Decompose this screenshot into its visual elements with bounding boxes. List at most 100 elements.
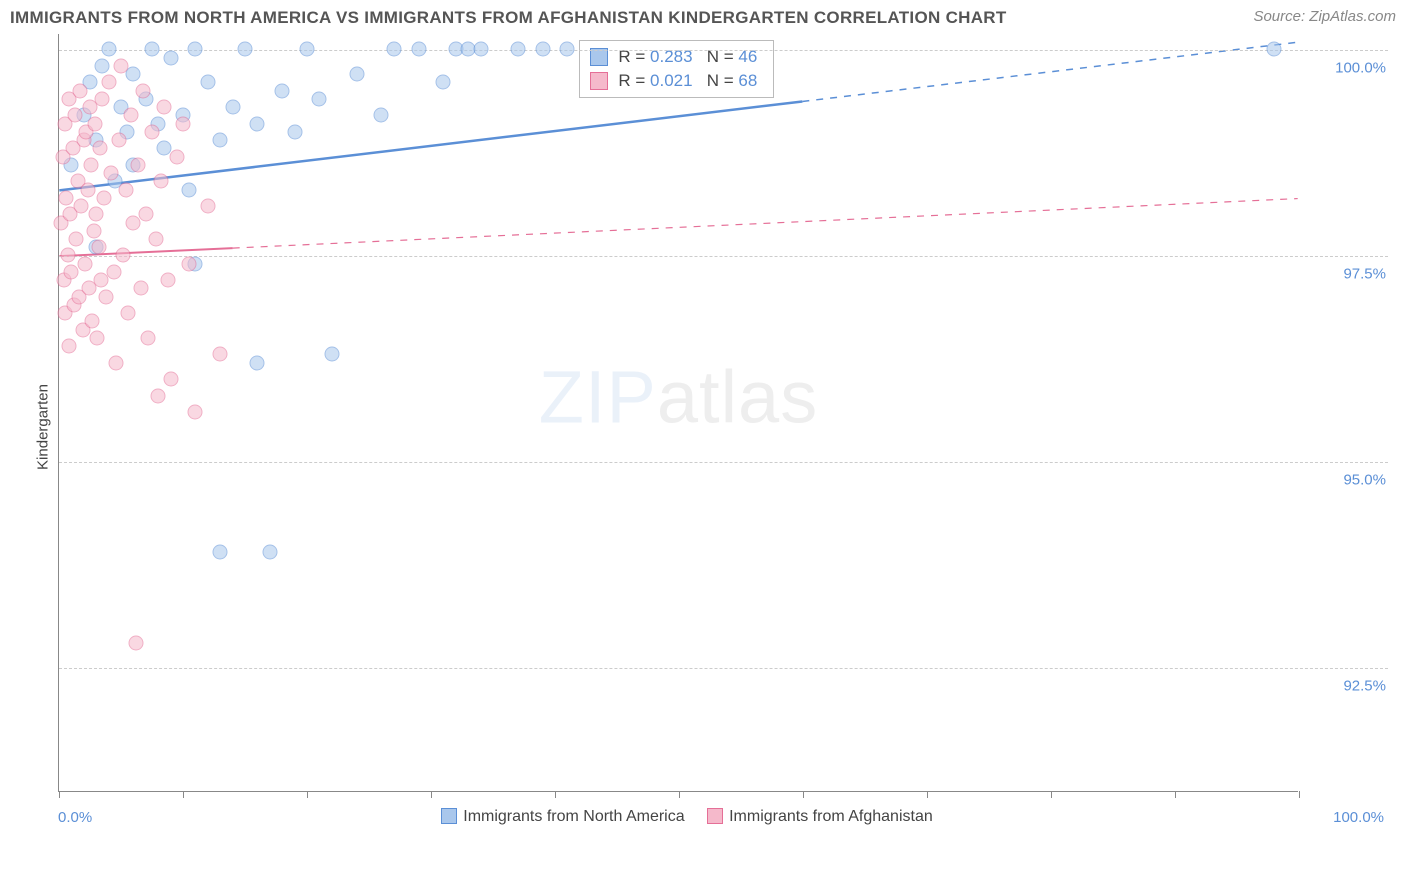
x-axis-max-label: 100.0% xyxy=(1333,809,1384,826)
n-value-2: 68 xyxy=(738,71,757,90)
x-tick-mark xyxy=(59,791,60,798)
data-point-afghanistan xyxy=(87,116,102,131)
legend-label-2: Immigrants from Afghanistan xyxy=(729,808,933,825)
data-point-north-america xyxy=(262,545,277,560)
scatter-plot-area: ZIPatlas R = 0.283 N = 46 R = 0.021 N = … xyxy=(58,34,1298,792)
data-point-north-america xyxy=(95,58,110,73)
data-point-afghanistan xyxy=(90,330,105,345)
data-point-afghanistan xyxy=(200,199,215,214)
data-point-north-america xyxy=(188,42,203,57)
data-point-afghanistan xyxy=(123,108,138,123)
plot-container: Kindergarten ZIPatlas R = 0.283 N = 46 R… xyxy=(10,32,1396,822)
data-point-north-america xyxy=(287,124,302,139)
data-point-afghanistan xyxy=(73,83,88,98)
data-point-north-america xyxy=(275,83,290,98)
data-point-north-america xyxy=(250,116,265,131)
y-tick-label: 95.0% xyxy=(1306,472,1386,489)
data-point-north-america xyxy=(225,100,240,115)
trend-line-solid-afghanistan xyxy=(59,248,232,256)
source-attribution: Source: ZipAtlas.com xyxy=(1253,8,1396,25)
grid-line xyxy=(59,668,1388,669)
data-point-afghanistan xyxy=(138,207,153,222)
legend-label-1: Immigrants from North America xyxy=(463,808,684,825)
data-point-afghanistan xyxy=(64,264,79,279)
data-point-afghanistan xyxy=(148,231,163,246)
data-point-afghanistan xyxy=(116,248,131,263)
data-point-afghanistan xyxy=(85,314,100,329)
data-point-north-america xyxy=(374,108,389,123)
x-tick-mark xyxy=(183,791,184,798)
data-point-north-america xyxy=(312,91,327,106)
data-point-afghanistan xyxy=(91,240,106,255)
data-point-afghanistan xyxy=(163,372,178,387)
data-point-afghanistan xyxy=(68,108,83,123)
data-point-north-america xyxy=(1267,42,1282,57)
data-point-afghanistan xyxy=(153,174,168,189)
data-point-afghanistan xyxy=(169,149,184,164)
data-point-afghanistan xyxy=(121,306,136,321)
x-tick-mark xyxy=(1175,791,1176,798)
grid-line xyxy=(59,462,1388,463)
trend-lines-layer xyxy=(59,34,1298,791)
data-point-north-america xyxy=(126,67,141,82)
data-point-north-america xyxy=(510,42,525,57)
data-point-north-america xyxy=(213,545,228,560)
data-point-north-america xyxy=(101,42,116,57)
data-point-afghanistan xyxy=(133,281,148,296)
data-point-north-america xyxy=(436,75,451,90)
legend-swatch-2 xyxy=(707,808,723,824)
data-point-afghanistan xyxy=(74,199,89,214)
x-tick-mark xyxy=(1299,791,1300,798)
data-point-afghanistan xyxy=(89,207,104,222)
trend-line-dashed-afghanistan xyxy=(233,199,1298,249)
data-point-afghanistan xyxy=(80,182,95,197)
chart-title: IMMIGRANTS FROM NORTH AMERICA VS IMMIGRA… xyxy=(10,8,1007,28)
x-tick-mark xyxy=(431,791,432,798)
watermark-bold: ZIP xyxy=(539,356,657,439)
legend-swatch-1 xyxy=(441,808,457,824)
data-point-afghanistan xyxy=(60,248,75,263)
data-point-north-america xyxy=(213,133,228,148)
x-tick-mark xyxy=(927,791,928,798)
data-point-north-america xyxy=(535,42,550,57)
data-point-north-america xyxy=(349,67,364,82)
data-point-afghanistan xyxy=(104,166,119,181)
data-point-afghanistan xyxy=(61,339,76,354)
data-point-afghanistan xyxy=(176,116,191,131)
r-label: R = 0.021 N = 68 xyxy=(618,69,757,93)
y-tick-label: 92.5% xyxy=(1306,678,1386,695)
chart-header: IMMIGRANTS FROM NORTH AMERICA VS IMMIGRA… xyxy=(10,8,1396,28)
x-axis-legend: Immigrants from North America Immigrants… xyxy=(58,808,1298,826)
r-value-2: 0.021 xyxy=(650,71,693,90)
data-point-north-america xyxy=(324,347,339,362)
data-point-north-america xyxy=(163,50,178,65)
data-point-afghanistan xyxy=(118,182,133,197)
data-point-afghanistan xyxy=(136,83,151,98)
watermark-text: ZIPatlas xyxy=(539,355,818,440)
data-point-north-america xyxy=(145,42,160,57)
x-tick-mark xyxy=(679,791,680,798)
x-tick-mark xyxy=(307,791,308,798)
data-point-afghanistan xyxy=(188,405,203,420)
data-point-north-america xyxy=(182,182,197,197)
grid-line xyxy=(59,256,1388,257)
data-point-afghanistan xyxy=(84,157,99,172)
y-tick-label: 100.0% xyxy=(1306,60,1386,77)
data-point-afghanistan xyxy=(95,91,110,106)
data-point-afghanistan xyxy=(59,190,74,205)
data-point-afghanistan xyxy=(109,355,124,370)
data-point-afghanistan xyxy=(106,264,121,279)
stats-legend-box: R = 0.283 N = 46 R = 0.021 N = 68 xyxy=(579,40,774,98)
data-point-afghanistan xyxy=(111,133,126,148)
data-point-afghanistan xyxy=(141,330,156,345)
data-point-afghanistan xyxy=(161,273,176,288)
data-point-north-america xyxy=(473,42,488,57)
data-point-afghanistan xyxy=(86,223,101,238)
data-point-afghanistan xyxy=(128,635,143,650)
data-point-afghanistan xyxy=(114,58,129,73)
y-tick-label: 97.5% xyxy=(1306,266,1386,283)
x-axis-labels-row: 0.0% Immigrants from North America Immig… xyxy=(58,798,1298,822)
data-point-afghanistan xyxy=(157,100,172,115)
data-point-afghanistan xyxy=(92,141,107,156)
data-point-afghanistan xyxy=(182,256,197,271)
